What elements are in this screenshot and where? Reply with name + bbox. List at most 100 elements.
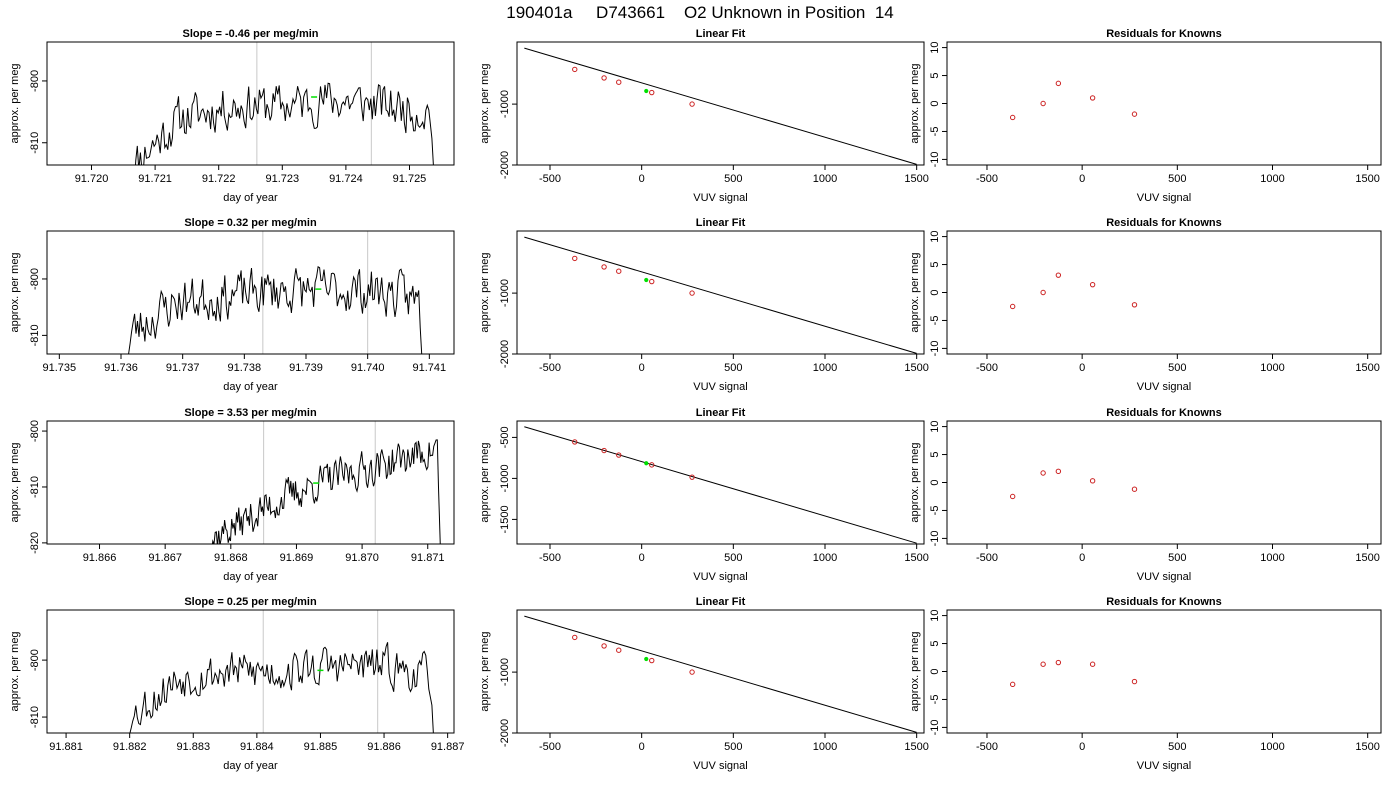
r2-resid-xtick-label-3: 1000 [1260, 362, 1284, 374]
r2-resid-panel: Residuals for Knowns -500 0 500 1000 1500 -10 -… [909, 217, 1382, 393]
r3-trace-panel: Slope = 3.53 per meg/min 91.866 91.867 91.8… [9, 407, 455, 583]
r2-resid-xtick-label-2: 500 [1168, 362, 1186, 374]
r3-fit-unknown-marker [644, 461, 649, 466]
r3-fit-xlabel: VUV signal [693, 571, 747, 583]
r4-resid-xtick-label-0: -500 [976, 741, 998, 753]
r1-fit-point-4 [689, 101, 695, 107]
r4-fit-xtick-label-0: -500 [539, 741, 561, 753]
r1-resid-xtick-label-1: 0 [1079, 173, 1085, 185]
r3-trace-ylabel: approx. per meg [9, 442, 21, 522]
r1-trace-xtick-label-2: 91.722 [202, 173, 236, 185]
r1-fit-ylabel: approx. per meg [479, 63, 491, 143]
r2-trace-frame [46, 230, 455, 355]
r2-trace-ytick-label-0: -810 [29, 324, 41, 346]
r1-resid-point-1 [1040, 100, 1046, 107]
r2-fit-xtick-label-2: 500 [724, 362, 742, 374]
r3-fit-ylabel: approx. per meg [479, 442, 491, 522]
r1-resid-title: Residuals for Knowns [1106, 28, 1222, 40]
r3-trace-xtick-label-3: 91.869 [280, 552, 314, 564]
r1-fit-panel: Linear Fit -500 0 500 1000 1500 -2000 -1000 VUV … [479, 28, 929, 204]
r4-resid-ylabel: approx. per meg [909, 631, 921, 711]
r1-trace-xtick-label-3: 91.723 [265, 173, 299, 185]
r2-fit-xtick-label-1: 0 [639, 362, 645, 374]
r2-fit-xlabel: VUV signal [693, 381, 747, 393]
r2-fit-xtick-label-3: 1000 [813, 362, 837, 374]
r2-resid-title: Residuals for Knowns [1106, 217, 1222, 229]
r1-trace-ytick-label-1: -800 [29, 70, 41, 92]
r3-resid-xlabel: VUV signal [1137, 571, 1191, 583]
r2-trace-ylabel: approx. per meg [9, 252, 21, 332]
r3-trace-xtick-label-0: 91.866 [83, 552, 117, 564]
r3-fit-ytick-label-2: -500 [499, 426, 511, 448]
r4-fit-xtick-label-4: 1500 [904, 741, 928, 753]
r1-resid-point-0 [1009, 114, 1016, 121]
r3-trace-plot-area [211, 421, 441, 544]
r4-fit-ylabel: approx. per meg [479, 631, 491, 711]
r1-fit-xtick-label-4: 1500 [904, 173, 928, 185]
r1-resid-xtick-label-3: 1000 [1260, 173, 1284, 185]
r3-trace-xtick-label-4: 91.870 [345, 552, 379, 564]
r2-fit-point-4 [689, 290, 695, 296]
r1-resid-panel: Residuals for Knowns -500 0 500 1000 1500 -10 -… [909, 28, 1382, 204]
r1-fit-xlabel: VUV signal [693, 192, 747, 204]
r2-resid-xlabel: VUV signal [1137, 381, 1191, 393]
r1-trace-frame [46, 41, 455, 166]
r2-fit-title: Linear Fit [696, 217, 746, 229]
r2-resid-xtick-label-1: 0 [1079, 362, 1085, 374]
r4-trace-xtick-label-2: 91.883 [176, 741, 210, 753]
r1-fit-point-0 [572, 66, 578, 73]
r4-fit-fit-line [524, 615, 917, 733]
r4-fit-point-2 [616, 647, 622, 653]
r1-fit-plot-area [524, 47, 917, 165]
r4-trace-ytick-label-1: -800 [29, 649, 41, 671]
r3-resid-point-2 [1055, 468, 1062, 475]
r2-resid-point-1 [1040, 289, 1046, 296]
r2-fit-point-1 [601, 264, 607, 270]
r4-fit-point-4 [689, 669, 695, 675]
r2-trace-xtick-label-2: 91.737 [166, 362, 200, 374]
r2-resid-plot-area [1009, 272, 1138, 310]
r1-trace-xtick-label-0: 91.720 [75, 173, 109, 185]
r4-fit-panel: Linear Fit -500 0 500 1000 1500 -2000 -1000 VUV … [479, 596, 929, 772]
r4-fit-xtick-label-3: 1000 [813, 741, 837, 753]
r2-fit-fit-line [524, 236, 917, 354]
r4-resid-ytick-label-3: 5 [929, 640, 941, 646]
r3-fit-plot-area [524, 426, 917, 544]
r2-fit-point-2 [616, 268, 622, 274]
r4-resid-ytick-label-2: 0 [929, 668, 941, 674]
r3-fit-panel: Linear Fit -500 0 500 1000 1500 -1500 -1000 -500… [479, 407, 929, 583]
r3-fit-xtick-label-0: -500 [539, 552, 561, 564]
r4-resid-xtick-label-1: 0 [1079, 741, 1085, 753]
r4-trace-panel: Slope = 0.25 per meg/min 91.881 91.882 91.8… [9, 596, 464, 772]
r3-fit-xtick-label-3: 1000 [813, 552, 837, 564]
r3-trace-xtick-label-2: 91.868 [214, 552, 248, 564]
r1-trace-series-line [134, 82, 434, 165]
r4-fit-xtick-label-1: 0 [639, 741, 645, 753]
r2-resid-ytick-label-4: 10 [929, 230, 941, 242]
r3-fit-point-1 [601, 447, 607, 454]
r2-resid-ytick-label-1: -5 [929, 316, 941, 326]
r4-fit-point-1 [601, 643, 607, 649]
r2-fit-ylabel: approx. per meg [479, 252, 491, 332]
r2-fit-xtick-label-4: 1500 [904, 362, 928, 374]
r4-resid-xlabel: VUV signal [1137, 760, 1191, 772]
r1-resid-ytick-label-2: 0 [929, 100, 941, 106]
r1-fit-xtick-label-1: 0 [639, 173, 645, 185]
r2-trace-xtick-label-5: 91.740 [351, 362, 385, 374]
r3-trace-ytick-label-1: -810 [29, 476, 41, 498]
r1-fit-ytick-label-0: -2000 [499, 151, 511, 179]
r3-fit-point-2 [616, 452, 622, 458]
r1-resid-ytick-label-0: -10 [929, 151, 941, 167]
r3-fit-ytick-label-0: -1500 [499, 505, 511, 533]
r3-trace-ytick-label-2: -800 [29, 420, 41, 442]
r2-resid-ylabel: approx. per meg [909, 252, 921, 332]
r4-trace-xtick-label-5: 91.886 [367, 741, 401, 753]
r2-fit-unknown-marker [644, 277, 649, 283]
r3-resid-frame [946, 420, 1382, 545]
r4-trace-xtick-label-6: 91.887 [431, 741, 465, 753]
r1-trace-xtick-label-1: 91.721 [138, 173, 172, 185]
r4-fit-point-0 [572, 634, 578, 641]
r4-fit-xlabel: VUV signal [693, 760, 747, 772]
r1-fit-point-1 [601, 75, 607, 81]
r1-fit-xtick-label-3: 1000 [813, 173, 837, 185]
